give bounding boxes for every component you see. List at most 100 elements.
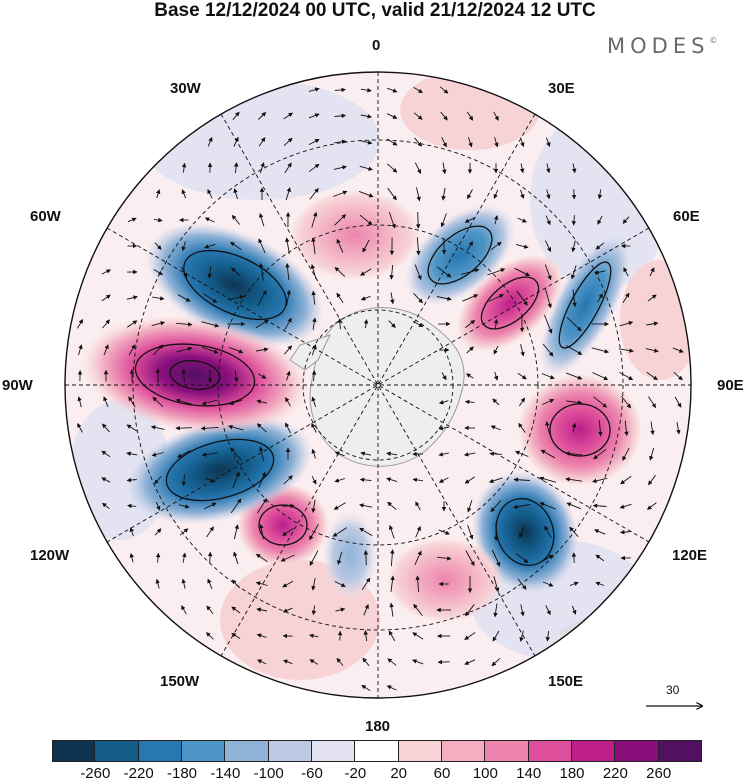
latitude-circle xyxy=(132,139,624,631)
wind-vector xyxy=(176,322,193,327)
wind-vector xyxy=(229,346,244,354)
wind-vector xyxy=(465,319,476,328)
wind-vector xyxy=(152,296,165,301)
wind-vector xyxy=(256,633,267,638)
anomaly-negative-160w xyxy=(322,510,378,600)
wind-vector xyxy=(155,501,161,511)
wind-vector xyxy=(542,581,554,587)
wind-vector xyxy=(259,523,264,540)
wind-vector xyxy=(442,162,447,175)
wind-vector xyxy=(127,217,137,223)
wind-vector xyxy=(414,162,422,174)
wind-vector xyxy=(234,370,239,383)
wind-vector xyxy=(334,87,346,93)
anomaly-positive-near-0 xyxy=(290,190,420,280)
colorbar-segment xyxy=(95,740,139,762)
wind-vector xyxy=(570,265,577,280)
contour-line xyxy=(427,225,493,285)
wind-vector xyxy=(414,264,422,281)
wind-vector xyxy=(101,294,111,302)
wind-vector xyxy=(311,475,317,485)
wind-vector xyxy=(465,550,475,567)
wind-vector xyxy=(311,499,316,513)
wind-vector xyxy=(285,187,291,201)
wind-vector xyxy=(492,630,500,642)
wind-vector xyxy=(492,398,500,406)
wind-vector xyxy=(359,214,373,226)
contour-line xyxy=(169,360,221,390)
wind-vector xyxy=(595,554,605,562)
wind-vector xyxy=(310,263,317,280)
wind-vector xyxy=(361,684,371,691)
wind-vector xyxy=(283,137,293,147)
colorbar-tick-label: -260 xyxy=(80,765,111,782)
wind-vector xyxy=(154,242,162,250)
wind-vector xyxy=(102,319,110,329)
wind-vector xyxy=(389,264,394,280)
wind-vector xyxy=(155,552,161,563)
wind-vector xyxy=(101,477,111,483)
wind-vector xyxy=(622,447,630,461)
wind-vector xyxy=(646,321,659,326)
colorbar-tick-label: -60 xyxy=(301,765,323,782)
wind-vector xyxy=(311,370,317,382)
colorbar-segment xyxy=(268,740,312,762)
wind-vector xyxy=(566,345,583,355)
wind-vector xyxy=(546,163,551,174)
colorbar-tick-label: -180 xyxy=(166,765,198,782)
wind-vector xyxy=(128,396,136,408)
wind-vector xyxy=(673,371,683,381)
wind-vector xyxy=(516,290,528,306)
wind-vector xyxy=(360,295,371,301)
wind-vector xyxy=(207,578,213,589)
wind-vector xyxy=(101,450,111,458)
wind-vector xyxy=(152,344,164,356)
wind-vector xyxy=(231,214,241,225)
contour-line xyxy=(558,261,612,349)
wind-vector xyxy=(388,524,395,539)
wind-vector xyxy=(363,550,369,566)
wind-vector xyxy=(545,215,551,226)
wind-vector xyxy=(360,268,372,276)
wind-vector xyxy=(203,502,217,510)
wind-vector xyxy=(282,580,294,588)
wind-vector xyxy=(467,189,473,200)
south-america-landmass xyxy=(65,72,170,170)
wind-vector xyxy=(256,347,269,352)
wind-vector xyxy=(386,477,398,483)
wind-vector xyxy=(150,425,165,430)
wind-vector xyxy=(227,424,244,431)
wind-vector xyxy=(285,237,290,254)
wind-vector xyxy=(179,528,189,536)
colorbar-tick-label: -140 xyxy=(210,765,241,782)
wind-vector xyxy=(519,397,526,407)
wind-vector xyxy=(439,86,449,94)
wind-vector xyxy=(201,321,220,328)
wind-vector xyxy=(436,266,452,278)
wind-vector xyxy=(566,372,583,380)
wind-vector xyxy=(648,396,657,409)
wind-vector xyxy=(493,318,499,329)
wind-vector xyxy=(78,344,83,356)
wind-vector xyxy=(309,550,319,566)
wind-vector xyxy=(594,270,606,275)
wind-vector xyxy=(545,421,550,435)
wind-vector xyxy=(387,113,398,119)
wind-vector xyxy=(228,294,245,301)
wind-vector xyxy=(282,528,294,536)
wind-vector xyxy=(334,139,347,144)
wind-vector xyxy=(204,478,216,483)
wind-vector xyxy=(229,399,243,406)
wind-vector xyxy=(413,112,423,120)
wind-vector xyxy=(259,162,265,174)
colorbar-segment xyxy=(615,740,659,762)
wind-vector xyxy=(284,162,292,174)
colorbar-segment xyxy=(181,740,226,762)
wind-vector xyxy=(493,576,500,593)
wind-vector xyxy=(674,396,682,408)
wind-vector xyxy=(467,137,473,148)
wind-vector xyxy=(308,139,320,145)
wind-vector xyxy=(645,348,659,353)
wind-vector xyxy=(545,631,551,642)
wind-vector xyxy=(308,87,320,92)
